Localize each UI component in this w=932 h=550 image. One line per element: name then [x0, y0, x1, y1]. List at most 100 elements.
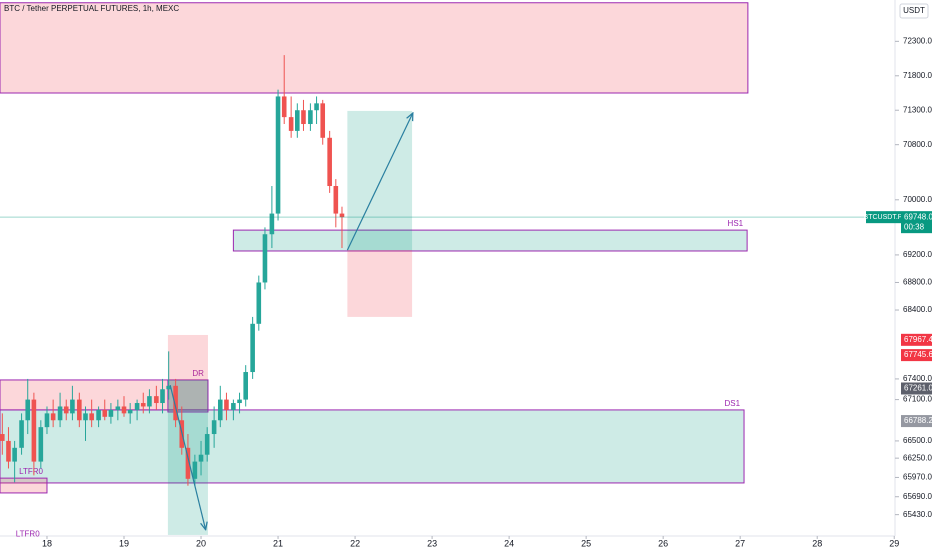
candle-body: [308, 110, 313, 125]
x-tick-label: 19: [119, 538, 129, 548]
candle-body: [83, 413, 88, 421]
annotation: LTFR0: [16, 530, 40, 539]
candle-body: [243, 372, 249, 400]
currency: USDT: [903, 6, 925, 15]
candle-body: [237, 399, 242, 404]
candle-body: [192, 461, 198, 479]
y-tick-label: 67100.0: [903, 395, 932, 404]
candle-body: [127, 409, 133, 414]
candle-body: [301, 110, 306, 125]
x-tick-label: 21: [273, 538, 283, 548]
y-tick-label: 65970.0: [903, 473, 932, 482]
x-tick-label: 25: [581, 538, 591, 548]
y-tick-label: 71800.0: [903, 71, 932, 80]
candle-body: [154, 396, 159, 404]
candle-body: [140, 403, 146, 407]
price-badge-label: 69748.0: [904, 212, 932, 221]
candle-body: [50, 413, 56, 421]
candle-body: [70, 399, 75, 414]
y-tick-label: 71300.0: [903, 105, 932, 114]
candle-body: [134, 403, 140, 410]
candle-body: [115, 406, 121, 410]
candle-body: [217, 399, 223, 421]
y-tick-label: 70800.0: [903, 140, 932, 149]
candle-body: [12, 447, 17, 462]
plot: HS1 DS1 DR LTFR0 LTFR0: [0, 2, 749, 539]
price-badge-label: 66788.2: [904, 416, 932, 425]
zone-label: HS1: [728, 219, 744, 228]
candle-body: [96, 409, 101, 421]
candle-body: [275, 96, 281, 214]
candle-body: [288, 117, 294, 131]
y-tick-label: 66250.0: [903, 453, 932, 462]
candle-body: [211, 420, 217, 435]
candle-body: [6, 440, 11, 462]
candle-body: [19, 420, 24, 448]
price-badge-label: 67261.0: [904, 384, 932, 393]
position-stop: [167, 334, 208, 380]
candle-body: [339, 213, 345, 218]
candle-body: [204, 434, 210, 455]
zone-label: LTFR0: [19, 467, 43, 476]
candle-body: [250, 323, 255, 373]
x-tick-label: 22: [350, 538, 360, 548]
arrow: [346, 113, 412, 251]
price-badge-label: 67967.4: [904, 335, 932, 344]
x-tick-label: 27: [735, 538, 745, 548]
candle-body: [262, 234, 268, 283]
candle-body: [166, 385, 171, 390]
candle-body: [320, 103, 326, 138]
price-badge: [901, 415, 932, 428]
candle-body: [63, 406, 69, 414]
symbol: BTCUSDT.P: [864, 214, 903, 221]
candle-body: [0, 434, 5, 441]
candle-body: [256, 282, 262, 324]
candle-body: [147, 396, 152, 407]
candle-body: [102, 409, 108, 417]
y-tick-label: 68400.0: [903, 305, 932, 314]
candle-body: [173, 385, 178, 421]
price-badge: [901, 382, 932, 395]
candle-body: [31, 399, 37, 462]
price-badge-label: 67745.6: [904, 350, 932, 359]
candle-body: [44, 413, 50, 428]
arrow: [169, 384, 205, 530]
candle-body: [108, 409, 114, 417]
y-tick-label: 65430.0: [903, 510, 932, 519]
zone: [0, 2, 749, 94]
candle-body: [281, 96, 287, 118]
x-tick-label: 28: [812, 538, 822, 548]
countdown: 00:38: [904, 222, 925, 231]
currency-box[interactable]: [899, 3, 929, 19]
x-tick-label: 29: [889, 538, 899, 548]
y-tick-label: 67400.0: [903, 374, 932, 383]
candle-body: [185, 447, 191, 479]
zone: [0, 409, 745, 484]
x-tick-label: 18: [42, 538, 52, 548]
candle-body: [89, 413, 94, 421]
candle-body: [295, 110, 300, 131]
price-badge: [901, 349, 932, 362]
candle-body: [57, 406, 63, 421]
symbol-badge: [866, 211, 901, 224]
candle-body: [333, 186, 339, 214]
candle-body: [77, 399, 82, 421]
candle-body: [38, 427, 44, 462]
y-tick-label: 65690.0: [903, 492, 932, 501]
x-tick-label: 24: [504, 538, 514, 548]
y-tick-label: 66500.0: [903, 436, 932, 445]
candle-body: [121, 406, 127, 414]
zone: [0, 477, 48, 494]
x-tick-label: 26: [658, 538, 668, 548]
candle-body: [327, 137, 332, 187]
candle-body: [231, 403, 236, 410]
zone-label: DS1: [724, 399, 740, 408]
position-stop: [347, 250, 413, 317]
zone: [232, 229, 748, 252]
chart-title: BTC / Tether PERPETUAL FUTURES, 1h, MEXC: [4, 4, 179, 13]
x-tick-label: 23: [427, 538, 437, 548]
candle-body: [160, 389, 165, 404]
x-tick-label: 20: [196, 538, 206, 548]
y-tick-label: 68800.0: [903, 278, 932, 287]
